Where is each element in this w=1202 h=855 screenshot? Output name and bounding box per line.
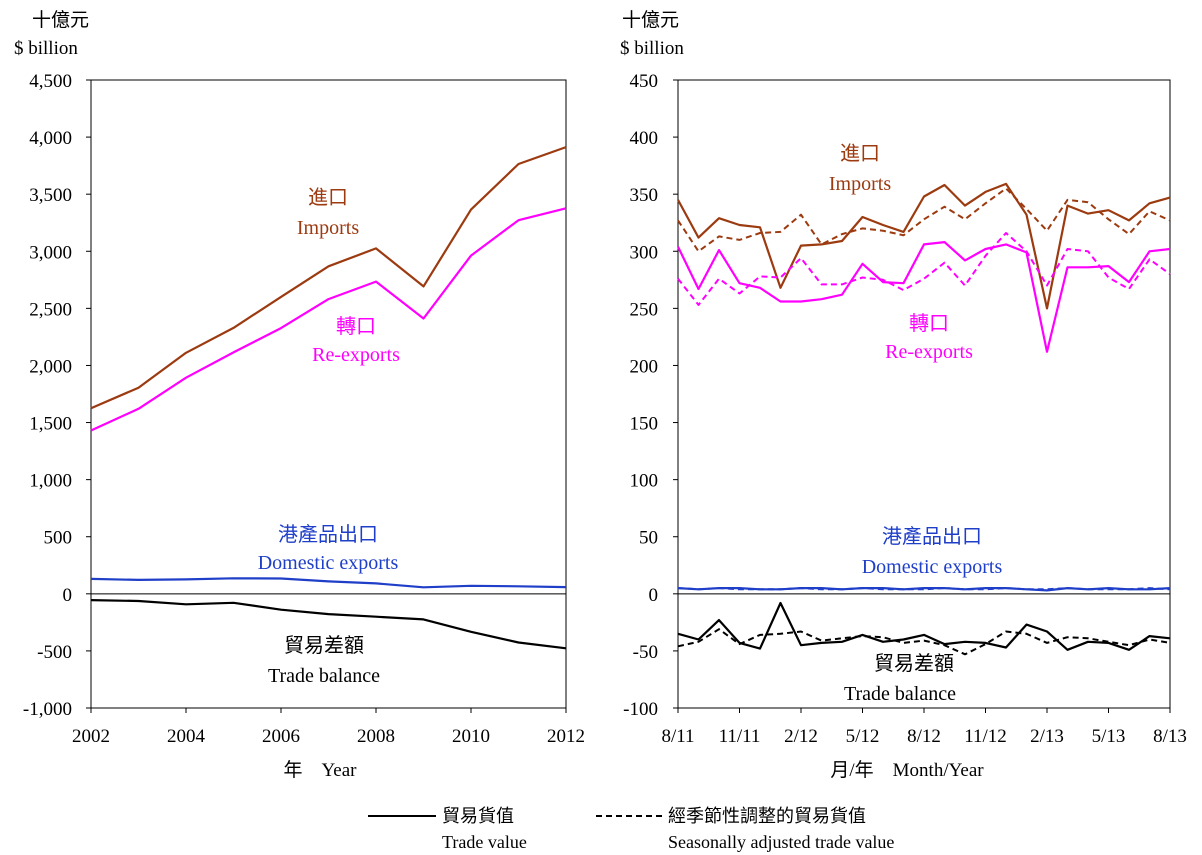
right-domestic-label-zh: 港產品出口 <box>882 525 982 548</box>
left-plot-frame <box>90 79 567 709</box>
right-series-imports-line <box>677 182 1171 310</box>
left-x-tick-label: 2002 <box>72 726 110 747</box>
left-y-tick-label: 4,000 <box>29 128 72 149</box>
right-y-tick-label: 150 <box>630 414 659 435</box>
right-balance-label-en: Trade balance <box>844 683 956 705</box>
left-y-tick-label: 0 <box>63 585 73 606</box>
left-x-tick-label: 2012 <box>547 726 585 747</box>
right-plot-frame <box>677 79 1171 709</box>
right-y-tick-label: 250 <box>630 299 659 320</box>
right-series-imports-sa-line <box>677 187 1171 253</box>
left-y-tick-label: -1,000 <box>23 699 72 720</box>
right-y-tick-label: -50 <box>633 642 658 663</box>
right-y-tick-label: 0 <box>649 585 659 606</box>
left-imports-label-en: Imports <box>297 217 359 239</box>
left-balance-label-zh: 貿易差額 <box>284 634 364 657</box>
left-y-tick-label: 3,500 <box>29 185 72 206</box>
left-y-tick-label: 1,500 <box>29 414 72 435</box>
right-unit-en: $ billion <box>620 38 684 59</box>
right-y-tick-label: 200 <box>630 356 659 377</box>
right-y-tick-label: 50 <box>639 528 658 549</box>
right-x-tick-label: 8/12 <box>907 726 941 747</box>
left-x-tick-label: 2004 <box>167 726 206 747</box>
left-y-tick-label: 1,000 <box>29 471 72 492</box>
left-unit-en: $ billion <box>14 38 78 59</box>
left-domestic-label-zh: 港產品出口 <box>278 523 378 546</box>
left-series-reexports-line <box>90 207 567 432</box>
right-y-tick-label: 450 <box>630 71 659 92</box>
right-x-tick-label: 5/12 <box>846 726 880 747</box>
legend-dashed-en: Seasonally adjusted trade value <box>668 832 894 852</box>
left-x-tick-label: 2006 <box>262 726 300 747</box>
left-x-axis-title: 年 Year <box>283 759 357 781</box>
right-imports-label-zh: 進口 <box>840 142 880 165</box>
legend-solid-en: Trade value <box>442 832 527 852</box>
right-series-balance-sa-line <box>677 628 1171 656</box>
left-y-tick-label: 500 <box>44 528 73 549</box>
left-x-tick-label: 2008 <box>357 726 395 747</box>
left-series-balance-line <box>90 599 567 650</box>
right-series-reexports-line <box>677 241 1171 353</box>
left-series-domestic-line <box>90 577 567 589</box>
left-reexports-label-zh: 轉口 <box>336 315 376 338</box>
left-y-tick-label: 4,500 <box>29 71 72 92</box>
left-series-imports-line <box>90 146 567 410</box>
right-y-tick-label: 300 <box>630 242 659 263</box>
right-x-tick-label: 2/12 <box>784 726 818 747</box>
left-y-tick-label: 2,000 <box>29 356 72 377</box>
right-x-tick-label: 11/12 <box>964 726 1007 747</box>
left-y-tick-label: 3,000 <box>29 242 72 263</box>
right-x-tick-label: 8/11 <box>661 726 694 747</box>
right-x-axis-title: 月/年 Month/Year <box>830 759 984 781</box>
right-series-domestic-sa-line <box>677 587 1171 591</box>
left-x-tick-label: 2010 <box>452 726 490 747</box>
right-x-tick-label: 11/11 <box>719 726 761 747</box>
right-reexports-label-zh: 轉口 <box>909 312 949 335</box>
right-series-balance-line <box>677 601 1171 651</box>
right-imports-label-en: Imports <box>829 173 891 195</box>
right-domestic-label-en: Domestic exports <box>862 556 1003 578</box>
right-y-tick-label: -100 <box>623 699 658 720</box>
right-series-reexports-sa-line <box>677 232 1171 306</box>
legend-dashed-zh: 經季節性調整的貿易貨值 <box>668 806 866 826</box>
right-x-tick-label: 8/13 <box>1153 726 1187 747</box>
right-y-tick-label: 350 <box>630 185 659 206</box>
left-y-tick-label: 2,500 <box>29 299 72 320</box>
right-unit-zh: 十億元 <box>622 9 679 31</box>
left-domestic-label-en: Domestic exports <box>258 552 399 574</box>
right-x-tick-label: 2/13 <box>1030 726 1064 747</box>
legend: 貿易貨值 Trade value 經季節性調整的貿易貨值 Seasonally … <box>368 806 894 852</box>
left-unit-zh: 十億元 <box>32 9 89 31</box>
left-chart: 4,500 4,000 3,500 3,000 2,500 2,000 1,500 1,000… <box>23 71 585 747</box>
right-y-tick-label: 100 <box>630 471 659 492</box>
left-y-tick-label: -500 <box>37 642 72 663</box>
right-balance-label-zh: 貿易差額 <box>874 652 954 675</box>
legend-solid-zh: 貿易貨值 <box>442 806 514 826</box>
left-imports-label-zh: 進口 <box>308 186 348 209</box>
left-reexports-label-en: Re-exports <box>312 344 400 366</box>
right-reexports-label-en: Re-exports <box>885 341 973 363</box>
right-y-tick-label: 400 <box>630 128 659 149</box>
right-x-tick-label: 5/13 <box>1092 726 1126 747</box>
left-balance-label-en: Trade balance <box>268 665 380 687</box>
